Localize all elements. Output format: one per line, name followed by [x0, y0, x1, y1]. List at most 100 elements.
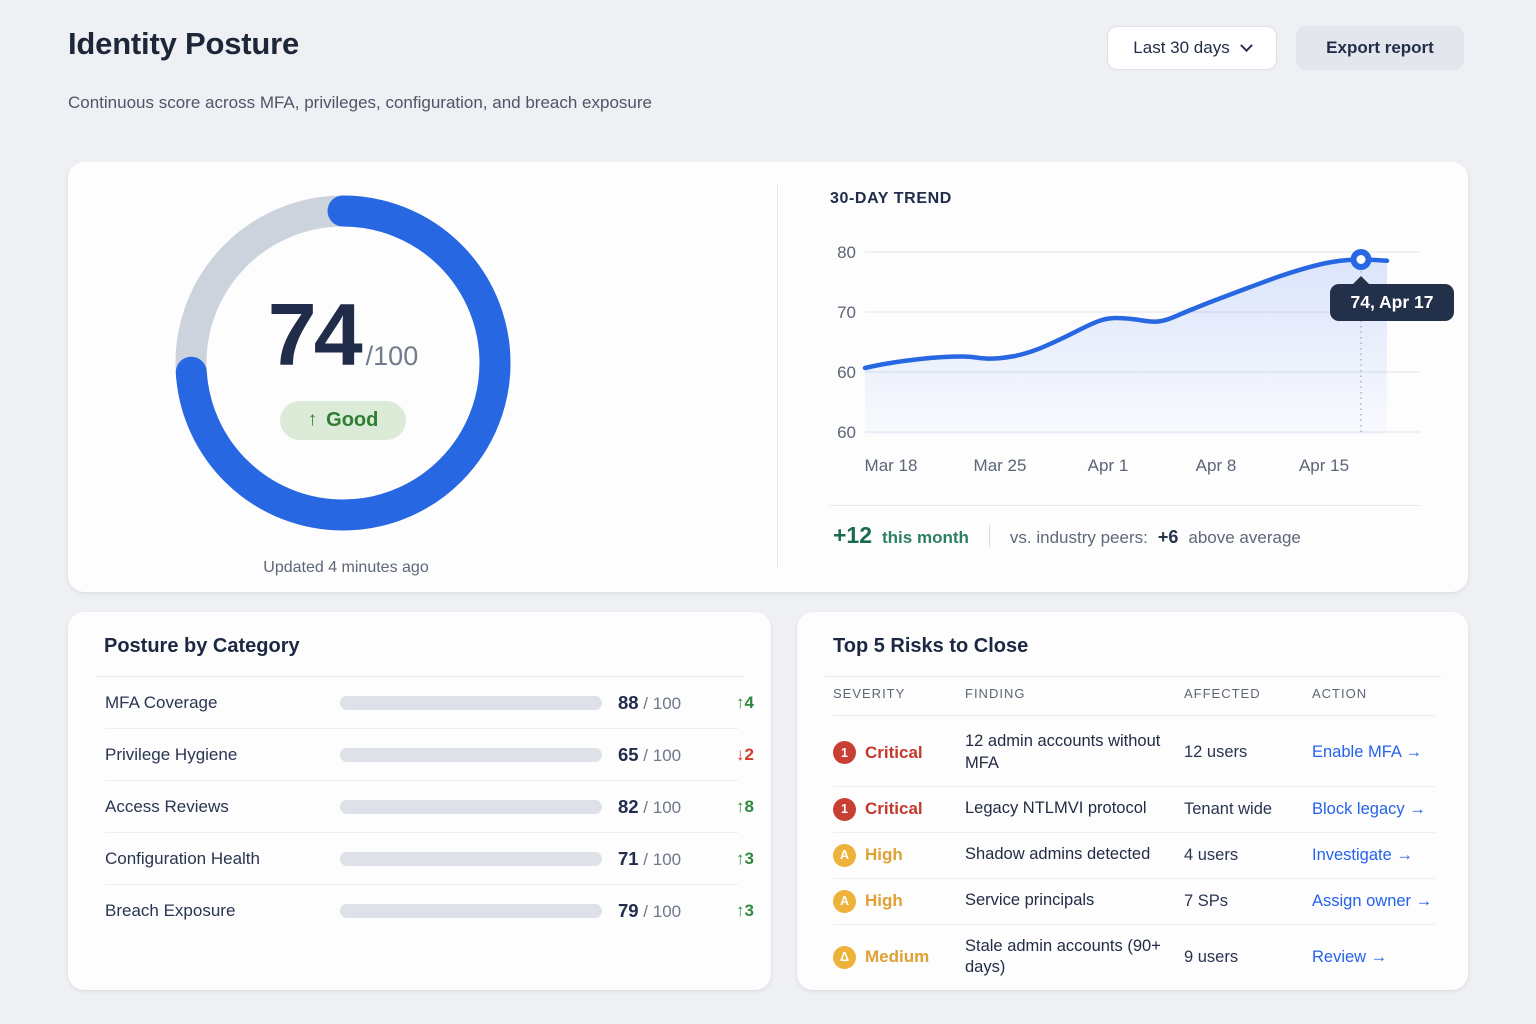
category-row: Configuration Health 71 / 100 ↑3 [105, 833, 754, 885]
category-row: Privilege Hygiene 65 / 100 ↓2 [105, 729, 754, 781]
score-value: 74 [267, 284, 363, 384]
progress-bar [340, 851, 602, 866]
trend-line [862, 257, 1390, 371]
action-link-assign-owner[interactable]: Assign owner → [1312, 891, 1433, 910]
updated-timestamp: Updated 4 minutes ago [263, 559, 429, 576]
category-score: 71 / 100 [618, 847, 682, 869]
trend-footer-divider [830, 505, 1420, 506]
risks-card-title: Top 5 Risks to Close [833, 635, 1029, 657]
action-link-block-legacy[interactable]: Block legacy → [1312, 799, 1426, 818]
column-header-action: ACTION [1312, 686, 1368, 701]
category-delta: ↑3 [736, 901, 754, 920]
status-badge: ↑ Good [279, 400, 407, 440]
score-gauge: 74 /100 ↑ Good [171, 191, 515, 535]
score-overview-card: 74 /100 ↑ Good Updated 4 minutes ago 30-… [68, 162, 1468, 592]
progress-bar [340, 747, 602, 762]
category-label: Configuration Health [105, 848, 260, 868]
category-score: 65 / 100 [618, 743, 682, 765]
category-delta: ↑4 [736, 692, 754, 712]
action-link-investigate[interactable]: Investigate → [1312, 845, 1413, 864]
risk-affected: 9 users [1184, 947, 1239, 966]
month-delta-label: this month [882, 528, 969, 547]
date-range-label: Last 30 days [1133, 38, 1230, 57]
arrow-up-icon: ↑ [307, 409, 318, 430]
category-row: MFA Coverage 88 / 100 ↑4 [105, 677, 754, 729]
chevron-down-icon [1239, 38, 1253, 52]
column-header-affected: AFFECTED [1184, 686, 1261, 701]
posture-by-category-card: Posture by Category MFA Coverage 88 / 10… [68, 612, 771, 990]
risk-finding: Stale admin accounts (90+ days) [965, 936, 1161, 977]
severity-badge-icon: A [833, 889, 856, 913]
column-header-severity: SEVERITY [833, 686, 906, 701]
risk-row: Δ Medium Stale admin accounts (90+ days) … [797, 925, 1468, 991]
data-point-marker-center [1356, 255, 1366, 264]
severity-label: Medium [865, 947, 930, 967]
risk-row: 1 Critical Legacy NTLMVI protocol Tenant … [797, 787, 1468, 833]
card-divider [777, 184, 778, 568]
category-label: Privilege Hygiene [105, 744, 238, 764]
risk-finding: 12 admin accounts without MFA [965, 732, 1161, 772]
risk-affected: 4 users [1184, 845, 1239, 864]
trend-area [865, 259, 1387, 435]
x-tick: Apr 1 [1088, 456, 1129, 475]
risk-affected: 12 users [1184, 743, 1248, 762]
gauge-svg [175, 195, 511, 531]
severity-badge-icon: Δ [833, 945, 856, 969]
category-score: 79 / 100 [618, 900, 682, 921]
month-delta: +12 [833, 522, 873, 548]
severity-label: Critical [865, 742, 923, 762]
category-delta: ↓2 [736, 744, 754, 764]
divider [825, 676, 1441, 677]
date-range-dropdown[interactable]: Last 30 days [1107, 26, 1277, 70]
status-label: Good [326, 408, 379, 431]
category-row: Breach Exposure 79 / 100 ↑3 [105, 885, 754, 937]
x-tick: Mar 18 [865, 456, 918, 475]
risk-finding: Service principals [965, 891, 1095, 910]
risk-finding: Shadow admins detected [965, 845, 1151, 864]
severity-badge-icon: 1 [833, 797, 856, 821]
chart-tooltip: 74, Apr 17 [1330, 276, 1454, 321]
peers-delta: +6 [1157, 527, 1179, 547]
severity-label: High [865, 845, 903, 865]
category-card-title: Posture by Category [104, 635, 300, 657]
severity-badge-icon: A [833, 843, 856, 867]
severity-label: Critical [865, 799, 923, 819]
trend-footer: +12 this month vs. industry peers: +6 ab… [833, 522, 1301, 549]
risk-affected: 7 SPs [1184, 891, 1229, 910]
action-link-enable-mfa[interactable]: Enable MFA → [1312, 743, 1423, 762]
progress-bar [340, 799, 602, 814]
risk-finding: Legacy NTLMVI protocol [965, 799, 1147, 818]
category-delta: ↑3 [736, 848, 754, 868]
top-risks-card: Top 5 Risks to Close SEVERITY FINDING AF… [797, 612, 1468, 990]
page-subtitle: Continuous score across MFA, privileges,… [68, 93, 652, 112]
peers-label: vs. industry peers: [1009, 528, 1148, 547]
progress-bar [340, 695, 602, 710]
category-label: Breach Exposure [105, 901, 236, 920]
peers-suffix: above average [1188, 528, 1301, 547]
y-tick: 70 [837, 303, 856, 322]
footer-separator [988, 524, 990, 547]
progress-bar [340, 904, 602, 918]
y-tick: 60 [837, 423, 856, 442]
severity-badge-icon: 1 [833, 741, 856, 765]
risk-row: A High Shadow admins detected 4 users Inv… [797, 833, 1468, 879]
export-report-button[interactable]: Export report [1296, 26, 1464, 70]
action-link-review[interactable]: Review → [1312, 947, 1388, 966]
risks-table-header: SEVERITY FINDING AFFECTED ACTION [797, 686, 1468, 716]
y-tick: 60 [837, 363, 856, 382]
page-title: Identity Posture [68, 26, 300, 61]
category-label: Access Reviews [105, 796, 229, 816]
gauge-progress-arc [175, 195, 511, 531]
divider [96, 676, 744, 677]
category-delta: ↑8 [736, 796, 754, 816]
category-row: Access Reviews 82 / 100 ↑8 [105, 781, 754, 833]
x-tick: Apr 15 [1299, 456, 1349, 475]
category-score: 88 / 100 [618, 691, 682, 713]
chart-tooltip-text: 74, Apr 17 [1350, 292, 1434, 312]
x-tick: Mar 25 [974, 456, 1027, 475]
trend-title: 30-DAY TREND [830, 190, 952, 207]
column-header-finding: FINDING [965, 686, 1026, 701]
risk-row: 1 Critical 12 admin accounts without MFA … [797, 720, 1468, 787]
y-tick: 80 [837, 243, 856, 262]
category-score: 82 / 100 [618, 795, 682, 817]
